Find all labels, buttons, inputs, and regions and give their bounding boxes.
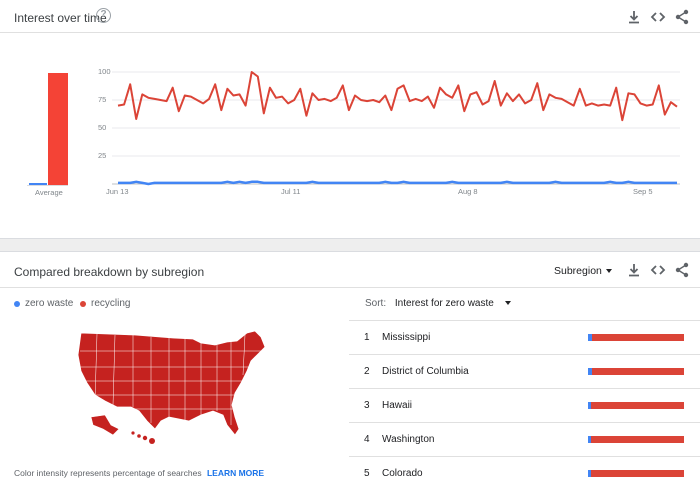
subregion-row[interactable]: 4 Washington xyxy=(349,422,700,456)
zero-waste-share-bar xyxy=(588,368,592,375)
subregion-name: District of Columbia xyxy=(382,366,469,377)
share-icon[interactable] xyxy=(674,262,690,278)
subregion-row[interactable]: 3 Hawaii xyxy=(349,388,700,422)
subregion-row[interactable]: 5 Colorado xyxy=(349,456,700,490)
y-tick-label: 100 xyxy=(98,67,111,76)
alaska-shape xyxy=(90,414,120,436)
download-icon[interactable] xyxy=(626,9,642,25)
embed-icon[interactable] xyxy=(650,262,666,278)
embed-icon[interactable] xyxy=(650,9,666,25)
sort-caret-icon[interactable] xyxy=(504,301,511,306)
state-borders xyxy=(79,333,261,425)
subregion-rank: 3 xyxy=(364,400,370,411)
recycling-share-bar xyxy=(591,402,684,409)
y-tick-label: 50 xyxy=(98,123,107,132)
download-icon[interactable] xyxy=(626,262,642,278)
help-icon[interactable]: ? xyxy=(96,8,111,23)
interest-over-time-card: Interest over time ? Average 100 75 50 25 Ju… xyxy=(0,0,700,239)
zero-waste-share-bar xyxy=(588,436,591,443)
subregion-row[interactable]: 2 District of Columbia xyxy=(349,354,700,388)
map-footnote: Color intensity represents percentage of… xyxy=(14,468,264,478)
legend-label: recycling xyxy=(91,298,131,309)
average-label: Average xyxy=(35,188,63,197)
y-tick-label: 75 xyxy=(98,95,107,104)
legend-label: zero waste xyxy=(25,298,74,309)
subregion-dropdown[interactable]: Subregion xyxy=(554,265,602,277)
average-bar-zero-waste[interactable] xyxy=(29,183,47,185)
zero-waste-share-bar xyxy=(588,470,591,477)
zero-waste-share-bar xyxy=(588,402,591,409)
learn-more-link[interactable]: LEARN MORE xyxy=(206,468,265,478)
legend-dot-red xyxy=(80,300,86,307)
recycling-share-bar xyxy=(592,368,684,375)
subregion-name: Hawaii xyxy=(382,400,413,411)
recycling-share-bar xyxy=(591,470,684,477)
subregion-name: Colorado xyxy=(382,468,423,479)
series-line-zero-waste[interactable] xyxy=(118,180,677,186)
x-tick-label: Jul 11 xyxy=(281,187,301,196)
subregion-name: Washington xyxy=(382,434,435,445)
us-subregion-map[interactable] xyxy=(75,325,270,445)
subregion-rank: 5 xyxy=(364,468,370,479)
sort-label: Sort: xyxy=(365,298,387,309)
card-title: Interest over time xyxy=(14,11,107,25)
x-tick-label: Jun 13 xyxy=(106,187,129,196)
card-header: Compared breakdown by subregion Subregio… xyxy=(0,252,700,288)
hawaii-shape xyxy=(131,431,155,444)
share-icon[interactable] xyxy=(674,9,690,25)
x-tick-label: Aug 8 xyxy=(458,187,478,196)
y-tick-label: 25 xyxy=(98,151,107,160)
recycling-share-bar xyxy=(591,436,684,443)
series-line-recycling[interactable] xyxy=(117,71,678,122)
recycling-share-bar xyxy=(592,334,684,341)
subregion-row[interactable]: 1 Mississippi xyxy=(349,320,700,354)
subregion-rank: 4 xyxy=(364,434,370,445)
dropdown-caret-icon[interactable] xyxy=(606,269,612,273)
card-title: Compared breakdown by subregion xyxy=(14,265,205,279)
legend-dot-blue xyxy=(14,300,20,307)
footnote-text: Color intensity represents percentage of… xyxy=(14,468,202,478)
card-header: Interest over time ? xyxy=(0,0,700,33)
average-bar-recycling[interactable] xyxy=(48,72,68,185)
subregion-rank: 1 xyxy=(364,332,370,343)
x-tick-label: Sep 5 xyxy=(633,187,653,196)
subregion-rank: 2 xyxy=(364,366,370,377)
zero-waste-share-bar xyxy=(588,334,592,341)
legend-recycling[interactable]: recycling xyxy=(80,298,130,309)
sort-control[interactable]: Sort: Interest for zero waste xyxy=(365,298,511,309)
sort-value[interactable]: Interest for zero waste xyxy=(394,298,494,309)
average-baseline xyxy=(27,185,68,186)
legend-zero-waste[interactable]: zero waste xyxy=(14,298,73,309)
line-chart[interactable] xyxy=(0,0,700,239)
subregion-name: Mississippi xyxy=(382,332,431,343)
